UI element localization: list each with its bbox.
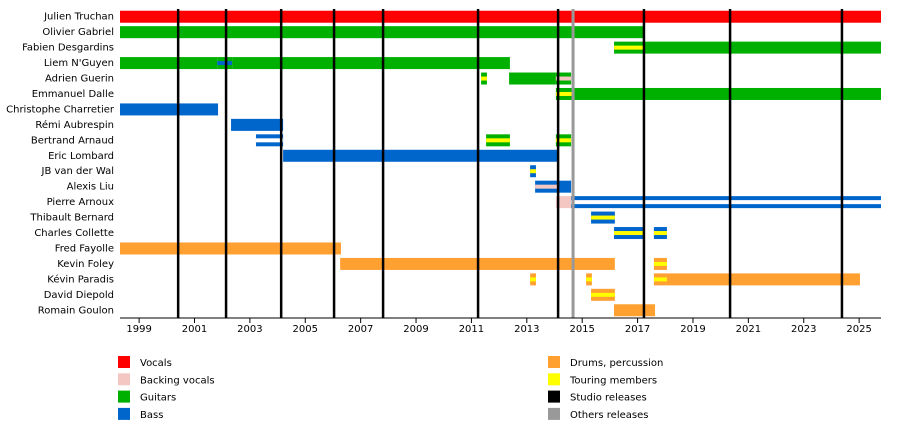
member-name: Pierre Arnoux: [47, 197, 114, 208]
bar-stripe: [530, 277, 536, 282]
bar-stripe: [586, 277, 592, 282]
bar: [509, 72, 556, 85]
x-tick-label: 2001: [182, 324, 207, 335]
bar-stripe: [217, 61, 233, 66]
x-tick-label: 2009: [403, 324, 428, 335]
x-tick-label: 2007: [348, 324, 373, 335]
member-name: David Diepold: [44, 290, 114, 301]
legend-swatch: [118, 373, 130, 386]
x-tick-label: 1999: [126, 324, 151, 335]
bar: [231, 118, 284, 131]
bar-stripe: [535, 184, 557, 189]
member-name: Emmanuel Dalle: [32, 89, 114, 100]
x-tick-label: 2011: [459, 324, 484, 335]
legend-label: Others releases: [570, 410, 648, 421]
legend-swatch: [548, 373, 560, 386]
bar: [555, 196, 572, 209]
x-tick-label: 2005: [293, 324, 318, 335]
legend-label: Backing vocals: [140, 375, 215, 386]
bar-stripe: [653, 277, 667, 282]
legend-label: Drums, percussion: [570, 358, 663, 369]
bar-stripe: [571, 200, 881, 205]
legend-swatch: [118, 390, 130, 403]
bar-stripe: [530, 169, 536, 174]
bar-stripe: [653, 261, 667, 266]
member-name: Bertrand Arnaud: [31, 135, 114, 146]
legend-label: Guitars: [140, 393, 176, 404]
bar-stripe: [555, 76, 572, 81]
legend-label: Studio releases: [570, 393, 647, 404]
member-name: Fabien Desgardins: [22, 43, 114, 54]
x-tick-label: 2017: [625, 324, 650, 335]
x-tick-label: 2003: [237, 324, 262, 335]
member-name: Liem N'Guyen: [44, 58, 114, 69]
member-name: Kévin Paradis: [47, 273, 114, 285]
bar: [120, 242, 341, 255]
bar-stripe: [614, 231, 644, 236]
bar-stripe: [591, 292, 615, 297]
member-name: Rémi Aubrespin: [35, 119, 114, 131]
bar: [614, 304, 656, 317]
x-tick-label: 2019: [680, 324, 705, 335]
bar-stripe: [614, 45, 644, 50]
bar-stripe: [653, 231, 667, 236]
member-name: Julien Truchan: [43, 12, 114, 23]
member-name: JB van der Wal: [41, 166, 115, 177]
member-name: Romain Goulon: [38, 305, 114, 316]
member-name: Eric Lombard: [48, 151, 114, 162]
bar-stripe: [481, 76, 487, 81]
bar-stripe: [486, 138, 510, 143]
legend-swatch: [548, 390, 560, 403]
bar-stripe: [591, 215, 615, 220]
legend-swatch: [548, 407, 560, 420]
bar: [120, 10, 881, 23]
member-name: Kevin Foley: [57, 259, 114, 270]
member-name: Fred Fayolle: [55, 243, 114, 254]
bar: [571, 87, 881, 100]
bar: [232, 57, 510, 70]
member-name: Olivier Gabriel: [42, 27, 114, 38]
legend-label: Touring members: [569, 375, 657, 386]
member-name: Christophe Charretier: [6, 104, 115, 115]
bar: [120, 57, 218, 70]
bar: [120, 103, 219, 116]
bar-stripe: [555, 91, 572, 96]
legend-label: Bass: [140, 410, 163, 421]
bar: [666, 273, 860, 286]
bar-stripe: [255, 138, 284, 143]
x-tick-label: 2013: [514, 324, 539, 335]
member-name: Alexis Liu: [67, 182, 114, 193]
bar: [643, 41, 881, 54]
member-name: Adrien Guerin: [45, 74, 114, 85]
legend-swatch: [118, 356, 130, 368]
x-tick-label: 2021: [736, 324, 761, 335]
bar: [556, 180, 572, 193]
bar-stripe: [555, 138, 572, 143]
legend-swatch: [118, 407, 130, 420]
bar: [283, 149, 557, 162]
x-tick-label: 2025: [846, 324, 871, 335]
member-name: Thibault Bernard: [29, 213, 114, 224]
member-name: Charles Collette: [34, 228, 114, 239]
legend-swatch: [548, 356, 560, 368]
x-tick-label: 2015: [569, 324, 594, 335]
x-tick-label: 2023: [791, 324, 816, 335]
legend-label: Vocals: [140, 358, 172, 369]
